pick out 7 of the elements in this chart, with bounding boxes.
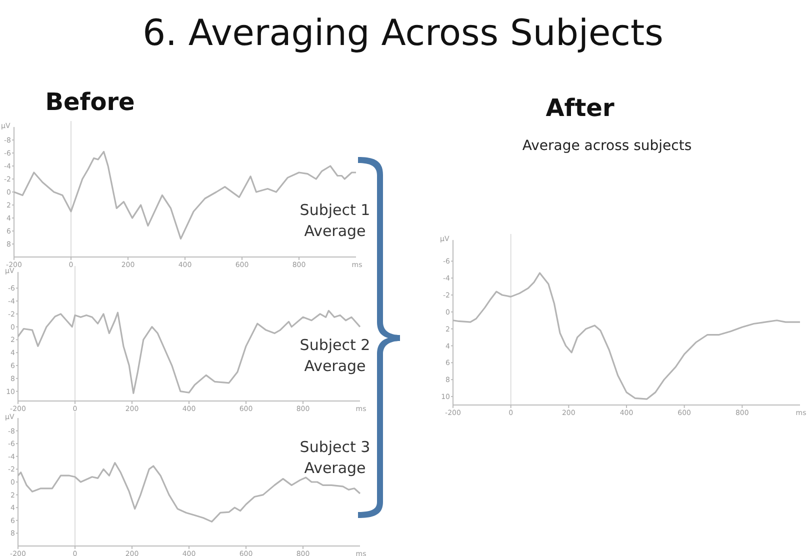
- chart-title: 6. Averaging Across Subjects: [142, 13, 664, 54]
- chart-subtitle: Average across subjects: [522, 138, 692, 154]
- annotation: Subject 2 Average: [300, 336, 370, 375]
- chart-subtitle: Before: [45, 88, 135, 116]
- chart-title: After: [546, 94, 614, 122]
- annotation: Subject 3 Average: [300, 438, 370, 477]
- annotation: Subject 1 Average: [300, 201, 370, 240]
